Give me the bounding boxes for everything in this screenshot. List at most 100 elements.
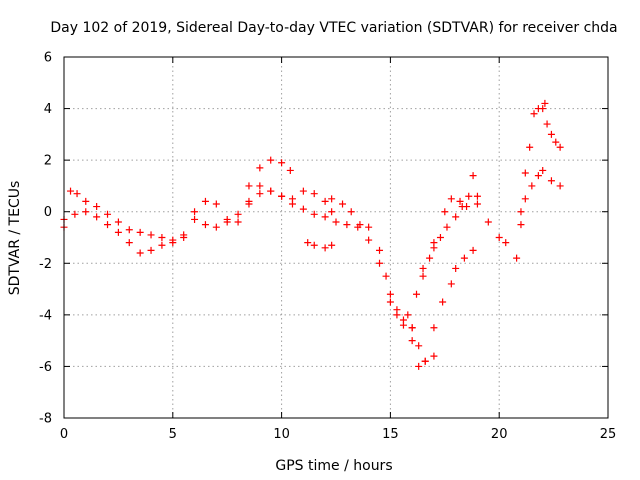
data-point xyxy=(234,218,242,226)
data-point xyxy=(415,342,423,350)
data-point xyxy=(104,210,112,218)
data-point xyxy=(534,172,542,180)
y-tick-label: 0 xyxy=(44,205,52,220)
x-tick-labels: 0 5 10 15 20 25 xyxy=(60,427,616,442)
series-track-k xyxy=(517,99,564,216)
y-axis-label: SDTVAR / TECUs xyxy=(7,181,23,296)
data-point xyxy=(158,241,166,249)
data-point xyxy=(245,182,253,190)
data-point xyxy=(332,218,340,226)
data-point xyxy=(547,177,555,185)
data-point xyxy=(136,249,144,257)
data-point xyxy=(125,226,133,234)
y-tick-label: -4 xyxy=(39,308,52,323)
data-point xyxy=(256,182,264,190)
data-point xyxy=(201,197,209,205)
data-point xyxy=(521,169,529,177)
data-point xyxy=(321,197,329,205)
data-point xyxy=(310,190,318,198)
data-point xyxy=(328,241,336,249)
data-point xyxy=(430,324,438,332)
data-point xyxy=(447,280,455,288)
x-tick-label: 20 xyxy=(491,427,508,442)
data-point xyxy=(267,156,275,164)
series-track-g xyxy=(404,246,477,370)
data-point xyxy=(443,223,451,231)
x-tick-label: 5 xyxy=(169,427,177,442)
y-tick-label: -8 xyxy=(39,412,52,427)
data-point xyxy=(234,210,242,218)
data-point xyxy=(419,264,427,272)
data-point xyxy=(328,195,336,203)
data-point xyxy=(452,213,460,221)
data-point xyxy=(513,254,521,262)
data-point xyxy=(484,218,492,226)
series-track-a xyxy=(60,182,336,244)
axis-ticks xyxy=(63,56,609,419)
data-point xyxy=(245,200,253,208)
data-point xyxy=(426,254,434,262)
series-track-d xyxy=(304,239,336,252)
data-point xyxy=(169,239,177,247)
data-point xyxy=(288,200,296,208)
data-point xyxy=(267,187,275,195)
data-point xyxy=(413,290,421,298)
data-point xyxy=(71,210,79,218)
data-point xyxy=(386,290,394,298)
data-point xyxy=(93,213,101,221)
data-point xyxy=(180,234,188,241)
x-tick-label: 10 xyxy=(273,427,290,442)
data-point xyxy=(469,172,477,180)
data-point xyxy=(278,192,286,200)
x-axis-label: GPS time / hours xyxy=(275,458,392,474)
data-point xyxy=(304,239,312,247)
data-point xyxy=(201,221,209,229)
data-point xyxy=(399,316,407,324)
data-point xyxy=(386,298,394,306)
data-point xyxy=(547,130,555,138)
data-point xyxy=(147,246,155,254)
y-tick-label: 2 xyxy=(44,154,52,169)
data-point xyxy=(447,195,455,203)
data-point xyxy=(67,187,75,195)
series-track-e xyxy=(328,195,438,365)
data-point xyxy=(286,166,294,174)
data-point xyxy=(436,234,444,241)
data-point xyxy=(473,200,481,208)
data-point xyxy=(299,187,307,195)
data-point xyxy=(310,241,318,249)
data-point xyxy=(147,231,155,239)
data-point xyxy=(310,210,318,218)
data-point xyxy=(328,208,336,216)
data-point xyxy=(382,272,390,280)
data-point xyxy=(552,138,560,146)
chart-title: Day 102 of 2019, Sidereal Day-to-day VTE… xyxy=(50,20,617,36)
x-tick-label: 15 xyxy=(382,427,399,442)
series-track-h xyxy=(413,192,510,298)
data-point xyxy=(321,244,329,252)
series-track-j xyxy=(513,166,564,262)
data-point xyxy=(278,159,286,167)
data-point xyxy=(212,200,220,208)
data-point xyxy=(456,197,464,205)
plot-frame xyxy=(63,56,609,419)
data-point xyxy=(495,234,503,241)
data-point xyxy=(441,208,449,216)
data-point xyxy=(223,218,231,226)
x-tick-label: 0 xyxy=(60,427,68,442)
data-point xyxy=(365,236,373,244)
data-point xyxy=(460,254,468,262)
data-point xyxy=(404,311,412,319)
data-point xyxy=(473,192,481,200)
data-point xyxy=(256,190,264,198)
data-point xyxy=(556,143,564,151)
data-point xyxy=(191,215,199,223)
data-point xyxy=(408,324,416,332)
data-point xyxy=(469,246,477,254)
data-point xyxy=(339,200,347,208)
data-point xyxy=(376,259,384,267)
data-points xyxy=(60,99,564,370)
data-point xyxy=(430,352,438,360)
data-point xyxy=(539,105,547,113)
data-point xyxy=(528,182,536,190)
